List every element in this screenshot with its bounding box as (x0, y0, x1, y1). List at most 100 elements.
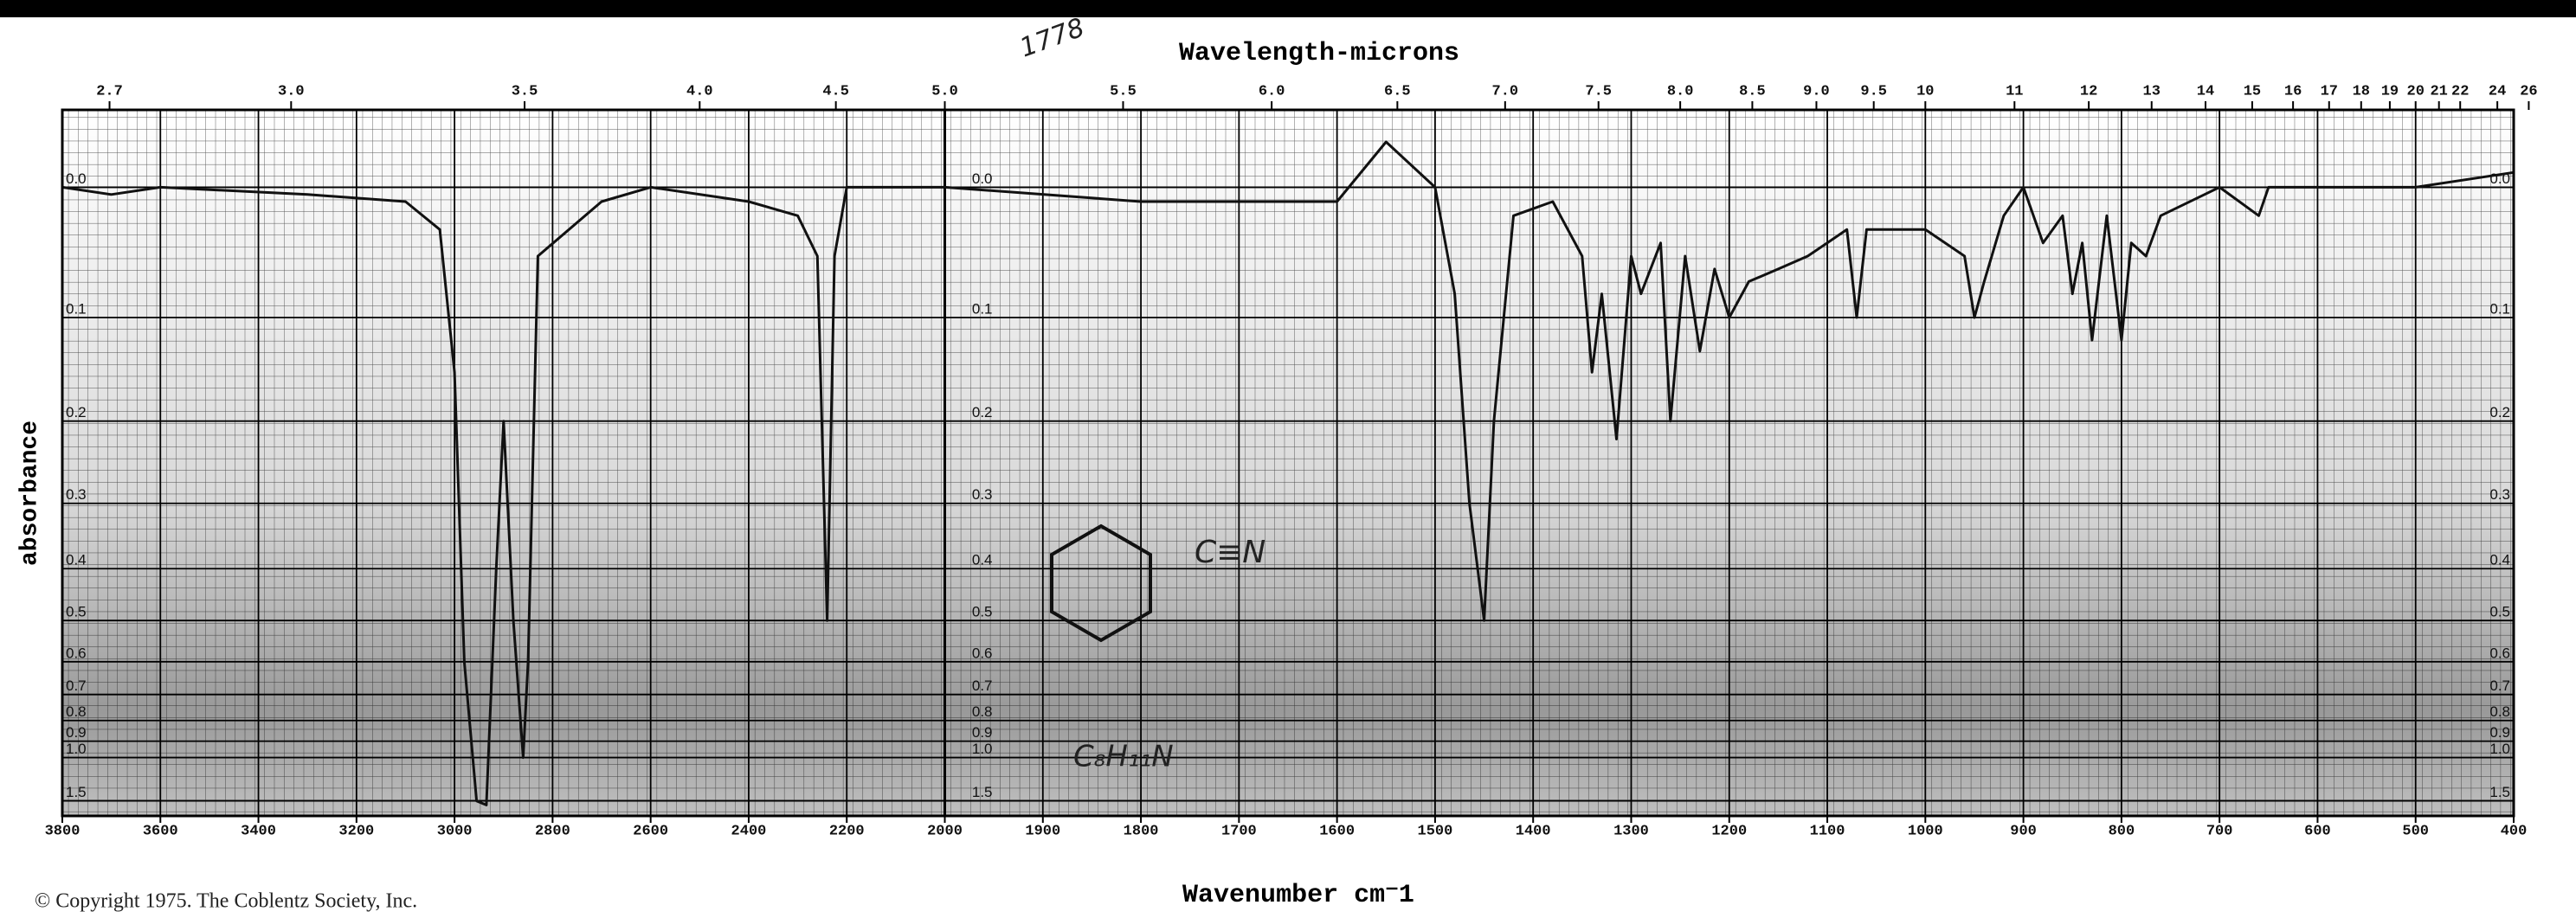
y-tick-label: 0.3 (2489, 486, 2510, 503)
x-tick-label: 400 (2501, 823, 2528, 839)
y-tick-label: 0.8 (66, 703, 87, 720)
x-tick-label: 1900 (1025, 823, 1060, 839)
x2-tick-label: 13 (2143, 83, 2161, 100)
x2-tick-label: 24 (2489, 83, 2506, 100)
y-tick-label: 0.7 (66, 677, 87, 694)
x2-tick-label: 9.5 (1860, 83, 1887, 100)
x-tick-label: 600 (2304, 823, 2331, 839)
handwritten-note: 1778 (1016, 12, 1089, 63)
x-tick-label: 500 (2402, 823, 2429, 839)
x2-tick-label: 6.5 (1384, 83, 1411, 100)
y-tick-label: 1.5 (2489, 784, 2510, 800)
x2-tick-label: 7.5 (1585, 83, 1612, 100)
y-tick-label: 0.1 (66, 300, 87, 317)
y-tick-label: 1.0 (2489, 741, 2510, 757)
x-tick-label: 2600 (633, 823, 668, 839)
dense-grid-shading (62, 110, 2514, 816)
x-tick-label: 3200 (338, 823, 374, 839)
top-axis-title: Wavelength-microns (1179, 39, 1459, 68)
x2-tick-label: 3.0 (278, 83, 305, 100)
x-tick-label: 1100 (1810, 823, 1845, 839)
y-tick-label: 1.0 (66, 741, 87, 757)
y-tick-label: 0.6 (66, 645, 87, 661)
x-tick-label: 3600 (143, 823, 178, 839)
x2-tick-label: 11 (2006, 83, 2023, 100)
y-tick-label: 0.4 (66, 552, 87, 568)
x-tick-label: 1400 (1516, 823, 1551, 839)
x-tick-label: 1200 (1711, 823, 1747, 839)
y-tick-label: 0.1 (2489, 300, 2510, 317)
y-tick-label: 0.3 (972, 486, 993, 503)
x-tick-label: 2400 (731, 823, 767, 839)
x-tick-label: 1000 (1908, 823, 1943, 839)
x2-tick-label: 20 (2407, 83, 2425, 100)
x-tick-label: 2000 (927, 823, 963, 839)
y-tick-label: 0.4 (972, 552, 993, 568)
x-tick-label: 2800 (535, 823, 570, 839)
y-tick-label: 0.1 (972, 300, 993, 317)
x2-tick-label: 7.0 (1492, 83, 1519, 100)
y-tick-label: 0.7 (972, 677, 993, 694)
x2-tick-label: 4.5 (822, 83, 849, 100)
scan-border (0, 0, 2576, 17)
handwritten-formula: C₈H₁₁N (1073, 740, 1174, 774)
x2-tick-label: 8.0 (1667, 83, 1694, 100)
x2-tick-label: 9.0 (1803, 83, 1830, 100)
x2-tick-label: 19 (2381, 83, 2399, 100)
y-tick-label: 0.7 (2489, 677, 2510, 694)
x-tick-label: 2200 (829, 823, 865, 839)
y-tick-label: 0.6 (2489, 645, 2510, 661)
x2-tick-label: 12 (2080, 83, 2097, 100)
y-tick-label: 0.9 (2489, 724, 2510, 741)
ring-sketch (1050, 523, 1152, 643)
x2-tick-label: 26 (2520, 83, 2537, 100)
x2-tick-label: 2.7 (96, 83, 123, 100)
x-tick-label: 1800 (1124, 823, 1159, 839)
x-axis-title: Wavenumber cm⁻1 (1182, 881, 1414, 910)
y-tick-label: 0.5 (2489, 604, 2510, 620)
x2-tick-label: 22 (2451, 83, 2469, 100)
y-tick-label: 0.8 (2489, 703, 2510, 720)
x2-tick-label: 18 (2353, 83, 2370, 100)
x-tick-label: 1300 (1613, 823, 1649, 839)
x2-tick-label: 10 (1916, 83, 1934, 100)
y-tick-label: 0.9 (66, 724, 87, 741)
spectrum-line (61, 140, 2515, 806)
x-tick-label: 3000 (437, 823, 473, 839)
x2-tick-label: 17 (2321, 83, 2338, 100)
x2-tick-label: 6.0 (1259, 83, 1285, 100)
y-tick-label: 0.6 (972, 645, 993, 661)
x2-tick-label: 4.0 (686, 83, 713, 100)
y-tick-label: 0.3 (66, 486, 87, 503)
y-tick-label: 0.2 (66, 404, 87, 420)
x2-tick-label: 21 (2430, 83, 2447, 100)
y-tick-label: 1.0 (972, 741, 993, 757)
handwritten-note: C≡N (1195, 535, 1265, 570)
x-tick-label: 900 (2010, 823, 2037, 839)
y-axis-title: absorbance (16, 420, 43, 566)
x-tick-label: 1700 (1221, 823, 1257, 839)
y-tick-label: 0.9 (972, 724, 993, 741)
y-tick-label: 0.0 (66, 170, 87, 187)
y-tick-label: 0.4 (2489, 552, 2510, 568)
marks: 0.0 0.0 0.00.1 0.1 0.10.2 0.2 0.20.3 0.3 0.30.4 0… (45, 83, 2538, 839)
y-tick-label: 0.2 (2489, 404, 2510, 420)
x2-tick-label: 16 (2284, 83, 2302, 100)
x2-tick-label: 3.5 (512, 83, 538, 100)
x2-tick-label: 14 (2197, 83, 2214, 100)
y-tick-label: 0.8 (972, 703, 993, 720)
y-tick-label: 1.5 (66, 784, 87, 800)
y-tick-label: 0.0 (972, 170, 993, 187)
plot-frame (61, 108, 2515, 818)
y-tick-label: 0.5 (66, 604, 87, 620)
x2-tick-label: 15 (2244, 83, 2261, 100)
x-tick-label: 1600 (1319, 823, 1355, 839)
x-tick-label: 700 (2206, 823, 2233, 839)
copyright: © Copyright 1975. The Coblentz Society, … (35, 890, 417, 913)
x2-tick-label: 8.5 (1739, 83, 1766, 100)
x-tick-label: 3800 (45, 823, 80, 839)
x-tick-label: 800 (2109, 823, 2135, 839)
y-tick-label: 0.2 (972, 404, 993, 420)
y-tick-label: 0.5 (972, 604, 993, 620)
